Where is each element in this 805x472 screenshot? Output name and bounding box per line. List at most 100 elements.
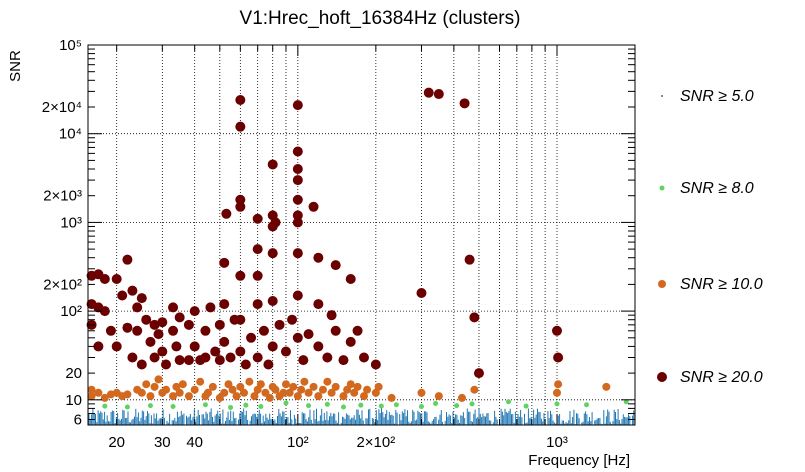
scatter-point <box>258 404 264 410</box>
scatter-point <box>235 201 246 212</box>
scatter-point <box>292 332 303 343</box>
scatter-point <box>183 319 194 330</box>
scatter-point <box>220 388 229 397</box>
scatter-point <box>314 392 323 401</box>
scatter-point <box>313 299 324 310</box>
grid <box>88 45 635 425</box>
scatter-point <box>330 325 341 336</box>
scatter-point <box>623 399 629 405</box>
scatter-point <box>132 325 143 336</box>
scatter-point <box>374 382 383 391</box>
scatter-point <box>298 355 309 366</box>
scatter-point <box>105 325 116 336</box>
scatter-point <box>154 375 163 384</box>
scatter-point <box>473 368 484 379</box>
y-tick-label: 20 <box>65 365 82 382</box>
x-tick-label: 20 <box>108 434 125 451</box>
scatter-point <box>161 359 172 370</box>
scatter-point <box>162 385 171 394</box>
scatter-point <box>235 121 246 132</box>
series-layer <box>86 87 636 425</box>
scatter-point <box>219 299 230 310</box>
scatter-point <box>303 329 314 340</box>
scatter-point <box>250 392 259 401</box>
scatter-point <box>292 217 303 228</box>
scatter-point <box>293 392 302 401</box>
legend-label: SNR ≥ 5.0 <box>680 88 754 105</box>
y-tick-label: 10⁵ <box>59 37 82 54</box>
scatter-point <box>313 341 324 352</box>
scatter-point <box>169 392 178 401</box>
scatter-point <box>340 404 346 410</box>
scatter-point <box>433 89 444 100</box>
scatter-point <box>189 306 200 317</box>
scatter-point <box>423 87 434 98</box>
scatter-point <box>417 388 426 397</box>
legend-label: SNR ≥ 20.0 <box>680 369 763 386</box>
scatter-point <box>243 402 249 408</box>
x-tick-label: 40 <box>186 434 203 451</box>
scatter-point <box>170 404 176 410</box>
scatter-point <box>136 359 147 370</box>
y-tick-label: 2×10⁴ <box>42 99 82 116</box>
scatter-point <box>123 390 132 399</box>
scatter-point <box>553 352 564 363</box>
scatter-point <box>433 400 439 406</box>
scatter-point <box>304 388 313 397</box>
scatter-point <box>346 380 355 389</box>
scatter-point <box>235 194 246 205</box>
scatter-point <box>189 341 200 352</box>
scatter-point <box>171 341 182 352</box>
scatter-point <box>157 317 168 328</box>
legend-label: SNR ≥ 10.0 <box>680 276 763 293</box>
scatter-point <box>363 385 372 394</box>
scatter-point <box>292 100 303 111</box>
scatter-point <box>322 352 333 363</box>
scatter-point <box>93 341 104 352</box>
scatter-point <box>318 385 327 394</box>
scatter-point <box>99 274 110 285</box>
scatter-point <box>124 404 130 410</box>
scatter-point <box>174 312 185 323</box>
scatter-point <box>122 254 133 265</box>
scatter-point <box>289 382 298 391</box>
scatter-point <box>584 402 590 408</box>
x-axis-label: Frequency [Hz] <box>528 452 630 469</box>
scatter-point <box>202 402 208 408</box>
scatter-point <box>506 399 512 405</box>
scatter-point <box>378 403 384 409</box>
scatter-point <box>236 382 245 391</box>
scatter-point <box>287 314 298 325</box>
scatter-point <box>228 385 237 394</box>
scatter-point <box>99 306 110 317</box>
scatter-point <box>246 332 257 343</box>
scatter-point <box>552 388 561 397</box>
y-tick-label: 10² <box>60 303 82 320</box>
scatter-point <box>168 302 179 313</box>
scatter-point <box>146 392 155 401</box>
y-tick-label: 2×10³ <box>43 188 82 205</box>
scatter-point <box>359 392 368 401</box>
y-tick-label: 10⁴ <box>59 126 82 143</box>
scatter-point <box>235 270 246 281</box>
scatter-point <box>454 403 460 409</box>
scatter-point <box>203 388 212 397</box>
x-tick-label: 30 <box>154 434 171 451</box>
scatter-point <box>235 94 246 105</box>
scatter-point <box>324 401 330 407</box>
x-tick-label: 10³ <box>546 434 568 451</box>
scatter-point <box>267 248 278 259</box>
scatter-point <box>267 159 278 170</box>
scatter-point <box>221 208 232 219</box>
scatter-point <box>459 98 470 109</box>
scatter-point <box>137 388 146 397</box>
scatter-point <box>313 252 324 263</box>
scatter-point <box>200 325 211 336</box>
scatter-point <box>100 393 109 402</box>
scatter-point <box>338 355 349 366</box>
y-tick-label: 10³ <box>60 214 82 231</box>
legend-marker <box>657 372 667 382</box>
scatter-point <box>292 146 303 157</box>
scatter-point <box>370 359 381 370</box>
scatter-point <box>285 388 294 397</box>
